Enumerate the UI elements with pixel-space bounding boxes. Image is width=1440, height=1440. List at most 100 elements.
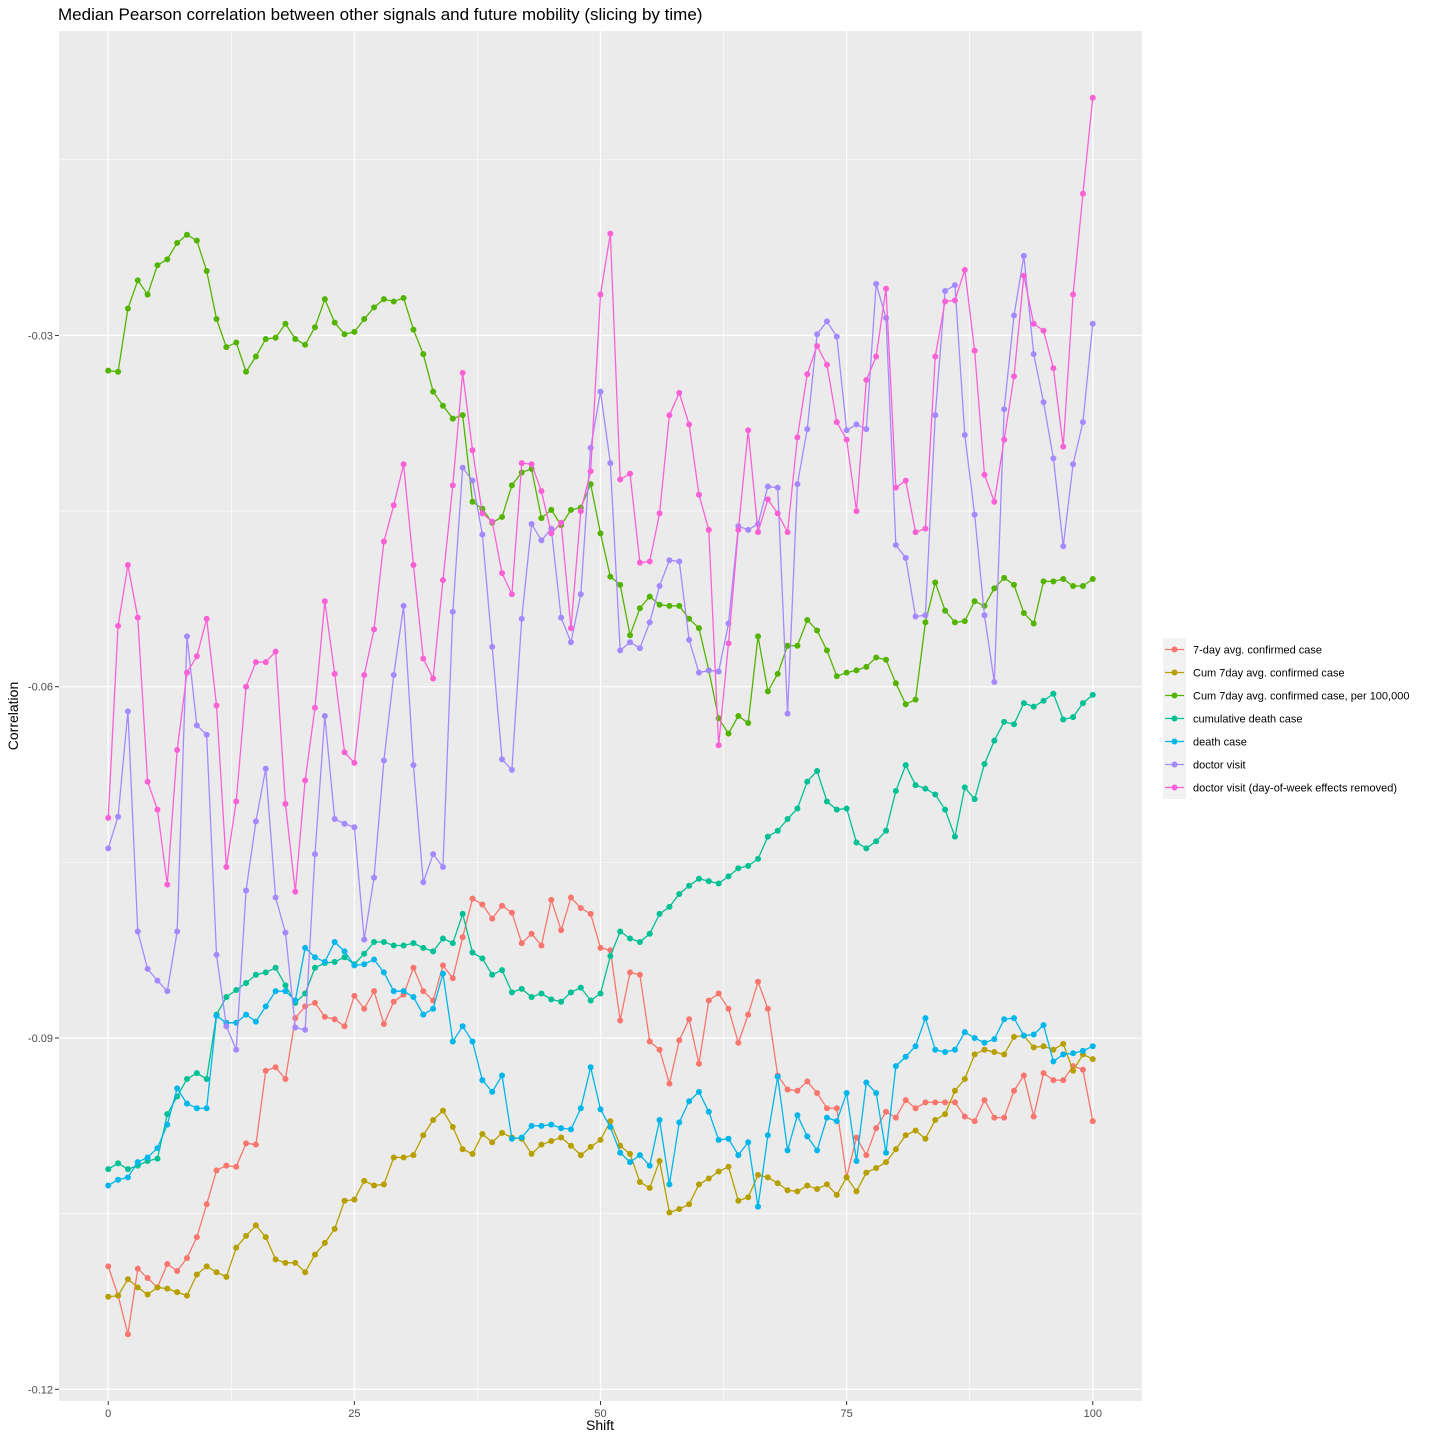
- data-point: [1040, 327, 1047, 334]
- data-point: [105, 1263, 112, 1270]
- data-point: [459, 412, 466, 419]
- data-point: [577, 905, 584, 912]
- data-point: [912, 696, 919, 703]
- data-point: [627, 969, 634, 976]
- data-point: [499, 570, 506, 577]
- data-point: [272, 648, 279, 655]
- data-point: [469, 447, 476, 454]
- data-point: [1001, 574, 1008, 581]
- data-point: [459, 1023, 466, 1030]
- data-point: [794, 434, 801, 441]
- data-point: [124, 561, 131, 568]
- data-point: [961, 1029, 968, 1036]
- data-point: [272, 988, 279, 995]
- data-point: [567, 625, 574, 632]
- data-point: [843, 805, 850, 812]
- data-point: [892, 787, 899, 794]
- data-point: [1079, 583, 1086, 590]
- data-point: [627, 935, 634, 942]
- data-point: [233, 987, 240, 993]
- data-point: [469, 895, 476, 902]
- data-point: [489, 915, 496, 922]
- data-point: [735, 1039, 742, 1046]
- data-point: [892, 1063, 899, 1070]
- series-group: [105, 94, 1096, 895]
- data-point: [981, 1097, 988, 1104]
- data-point: [518, 615, 525, 622]
- data-point: [449, 415, 456, 422]
- data-point: [587, 1064, 594, 1071]
- data-point: [233, 1244, 240, 1251]
- data-point: [459, 1146, 466, 1153]
- data-point: [932, 1099, 939, 1106]
- data-point: [380, 757, 387, 764]
- data-point: [430, 675, 437, 682]
- data-point: [499, 1129, 506, 1136]
- data-point: [183, 231, 190, 238]
- data-point: [587, 997, 594, 1004]
- data-point: [646, 558, 653, 565]
- data-point: [1030, 1044, 1037, 1051]
- data-point: [774, 670, 781, 677]
- data-point: [1050, 1058, 1057, 1065]
- data-point: [499, 902, 506, 909]
- data-point: [1040, 1070, 1047, 1077]
- data-point: [873, 838, 880, 845]
- data-point: [400, 942, 407, 949]
- data-point: [390, 942, 397, 949]
- data-point: [479, 510, 486, 517]
- data-point: [902, 1097, 909, 1104]
- data-point: [489, 643, 496, 650]
- legend-item: doctor visit: [1163, 753, 1246, 776]
- data-point: [686, 1016, 693, 1023]
- data-point: [814, 331, 821, 338]
- data-point: [883, 1149, 890, 1156]
- data-point: [134, 928, 141, 935]
- data-point: [213, 1012, 220, 1019]
- data-point: [508, 1135, 515, 1142]
- legend-item: doctor visit (day-of-week effects remove…: [1163, 776, 1397, 799]
- data-point: [745, 720, 752, 727]
- data-point: [843, 1090, 850, 1097]
- x-tick-label: 100: [1084, 1408, 1102, 1420]
- data-point: [311, 1251, 318, 1258]
- data-point: [725, 1163, 732, 1170]
- data-point: [390, 998, 397, 1005]
- data-point: [558, 614, 565, 621]
- legend-label: doctor visit: [1193, 760, 1246, 772]
- data-point: [745, 526, 752, 533]
- data-point: [823, 1105, 830, 1112]
- data-point: [449, 482, 456, 489]
- data-point: [548, 1138, 555, 1145]
- data-point: [213, 1167, 220, 1174]
- data-point: [853, 1134, 860, 1141]
- data-point: [1060, 716, 1067, 723]
- data-point: [755, 1203, 762, 1210]
- data-point: [715, 880, 722, 887]
- data-point: [833, 673, 840, 680]
- data-point: [292, 1024, 299, 1031]
- data-point: [1020, 1032, 1027, 1039]
- legend-key-point: [1171, 738, 1178, 745]
- data-point: [912, 613, 919, 620]
- data-point: [439, 970, 446, 977]
- data-point: [282, 929, 289, 936]
- data-point: [636, 971, 643, 978]
- data-point: [302, 1269, 309, 1276]
- data-point: [439, 962, 446, 969]
- y-tick-label: -0.06: [28, 682, 53, 694]
- data-point: [627, 1150, 634, 1157]
- data-point: [351, 759, 358, 766]
- y-tick-label: -0.03: [28, 330, 53, 342]
- data-point: [1089, 1043, 1096, 1050]
- data-point: [656, 583, 663, 590]
- data-point: [863, 1079, 870, 1086]
- data-point: [863, 663, 870, 670]
- data-point: [223, 864, 230, 871]
- data-point: [961, 1113, 968, 1120]
- data-point: [1030, 620, 1037, 627]
- data-point: [1001, 1114, 1008, 1121]
- x-axis-title: Shift: [586, 1417, 614, 1433]
- legend-item: Cum 7day avg. confirmed case, per 100,00…: [1163, 684, 1409, 707]
